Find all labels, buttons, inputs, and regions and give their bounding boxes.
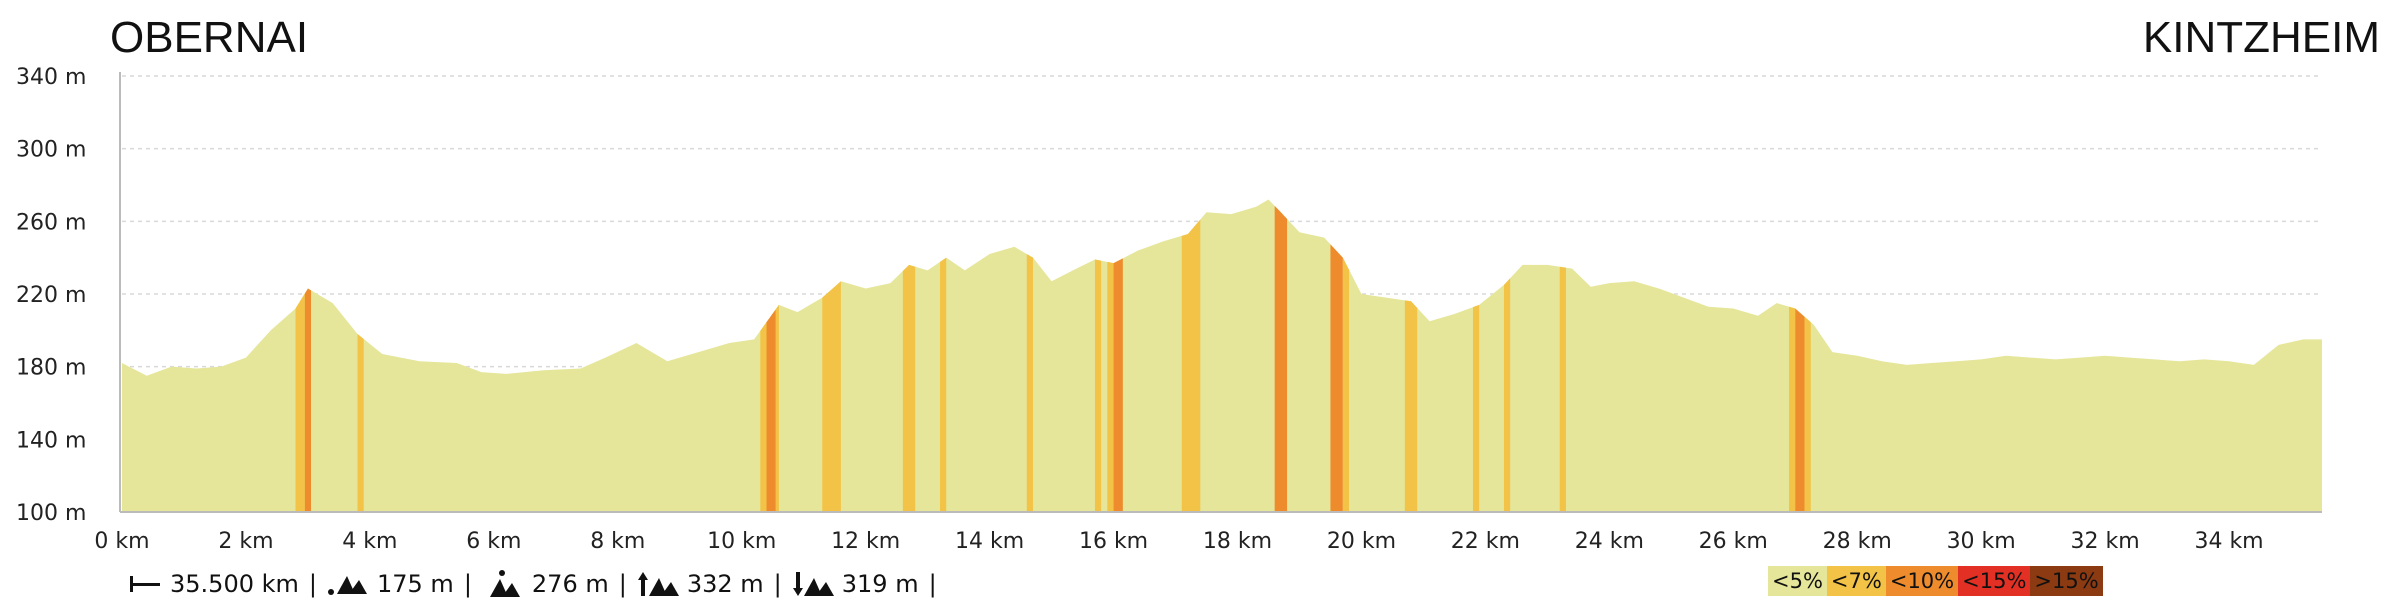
x-tick-label: 4 km [342, 529, 397, 554]
y-tick-label: 220 m [16, 283, 86, 308]
legend-item: >15% [2030, 566, 2103, 596]
grade-segment [1181, 219, 1201, 512]
grade-segment [940, 257, 947, 512]
grade-segment [766, 309, 776, 512]
grade-segment [1503, 278, 1511, 512]
grade-segment [822, 281, 841, 512]
descent-icon [792, 572, 834, 596]
distance-icon [130, 576, 160, 592]
grade-segment [1559, 266, 1566, 512]
grade-segment [1113, 258, 1123, 512]
x-tick-label: 6 km [466, 529, 521, 554]
y-tick-label: 340 m [16, 65, 86, 90]
x-tick-label: 18 km [1203, 529, 1272, 554]
x-tick-label: 10 km [707, 529, 776, 554]
x-tick-label: 22 km [1451, 529, 1520, 554]
legend-item: <15% [1958, 566, 2031, 596]
x-tick-label: 0 km [94, 529, 149, 554]
x-tick-label: 14 km [955, 529, 1024, 554]
x-tick-label: 20 km [1327, 529, 1396, 554]
x-tick-label: 30 km [1947, 529, 2016, 554]
y-tick-label: 140 m [16, 428, 86, 453]
grade-segment [902, 264, 916, 512]
y-tick-label: 300 m [16, 138, 86, 163]
grade-segment [1330, 244, 1343, 512]
x-tick-label: 12 km [831, 529, 900, 554]
y-tick-label: 260 m [16, 210, 86, 235]
x-axis-ticks: 0 km 2 km 4 km 6 km 8 km 10 km 12 km 14 km 16 km… [94, 529, 2263, 554]
axes [119, 72, 2322, 513]
legend-item: <7% [1826, 566, 1886, 596]
elevation-fill [122, 199, 2322, 513]
grade-segment [1026, 254, 1033, 513]
grade-segment [1472, 304, 1480, 512]
grade-segment [304, 288, 312, 512]
grade-segment [295, 293, 305, 512]
grade-segment [1342, 257, 1350, 512]
grade-segment [1274, 205, 1288, 512]
end-city-label: KINTZHEIM [2143, 13, 2380, 62]
grade-segments [295, 205, 1811, 513]
y-tick-label: 180 m [16, 356, 86, 381]
ascent-value: 332 m [686, 570, 764, 598]
x-tick-label: 2 km [218, 529, 273, 554]
grade-segment [357, 333, 364, 512]
max-altitude-value: 276 m [531, 570, 609, 598]
grade-segment [760, 322, 767, 512]
y-axis-ticks: 100 m 140 m 180 m 220 m 260 m 300 m 340 m [16, 65, 86, 526]
grade-segment [1804, 316, 1811, 512]
x-tick-label: 34 km [2194, 529, 2263, 554]
min-altitude-icon [327, 576, 367, 595]
distance-value: 35.500 km [170, 570, 299, 598]
max-altitude-icon [489, 570, 520, 597]
grade-segment [1789, 306, 1796, 512]
x-tick-label: 24 km [1575, 529, 1644, 554]
grade-segment [1107, 261, 1114, 512]
legend-item: <5% [1768, 566, 1827, 596]
min-altitude-value: 175 m [376, 570, 454, 598]
descent-value: 319 m [841, 570, 919, 598]
x-tick-label: 26 km [1699, 529, 1768, 554]
x-tick-label: 16 km [1079, 529, 1148, 554]
elevation-area [122, 199, 2322, 513]
grade-segment [775, 304, 779, 512]
legend-item: <10% [1885, 566, 1959, 596]
grade-legend: <5% <7% <10% <15% >15% [1768, 566, 2103, 598]
x-tick-label: 28 km [1823, 529, 1892, 554]
route-stats: 35.500 km | 175 m | 276 m | 332 m | 319 m | [128, 568, 941, 600]
y-tick-label: 100 m [16, 501, 86, 526]
grade-segment [1404, 300, 1418, 512]
start-city-label: OBERNAI [110, 13, 308, 62]
grade-segment [1094, 259, 1102, 512]
grade-segment [1795, 308, 1805, 512]
x-tick-label: 8 km [590, 529, 645, 554]
ascent-icon [637, 572, 679, 596]
x-tick-label: 32 km [2071, 529, 2140, 554]
